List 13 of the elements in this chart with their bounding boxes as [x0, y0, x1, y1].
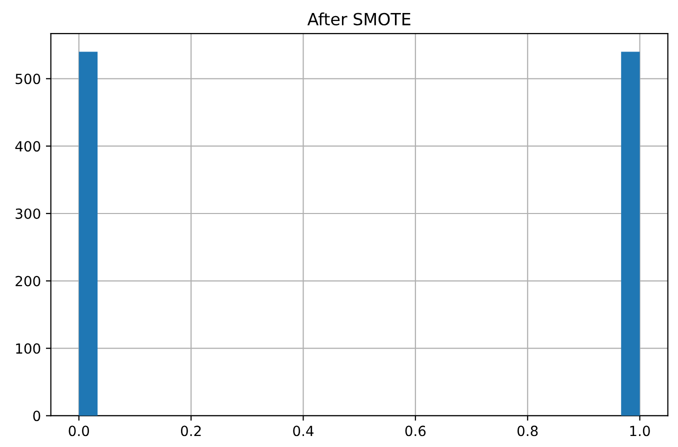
- x-tick-label: 0.4: [293, 426, 314, 436]
- y-tick-label: 200: [16, 276, 40, 286]
- x-tick-label: 0.8: [517, 426, 538, 436]
- y-tick-label: 500: [16, 74, 40, 84]
- x-tick-label: 0.6: [405, 426, 426, 436]
- x-tick-label: 0.0: [68, 426, 90, 436]
- y-tick-label: 400: [15, 141, 40, 152]
- x-tick-label: 1.0: [630, 426, 650, 436]
- y-tick-label: 100: [16, 343, 40, 354]
- x-tick-label: 0.2: [180, 426, 201, 436]
- y-tick-label: 300: [16, 208, 40, 219]
- chart-title: After SMOTE: [307, 12, 410, 26]
- y-tick-label: 0: [33, 410, 40, 422]
